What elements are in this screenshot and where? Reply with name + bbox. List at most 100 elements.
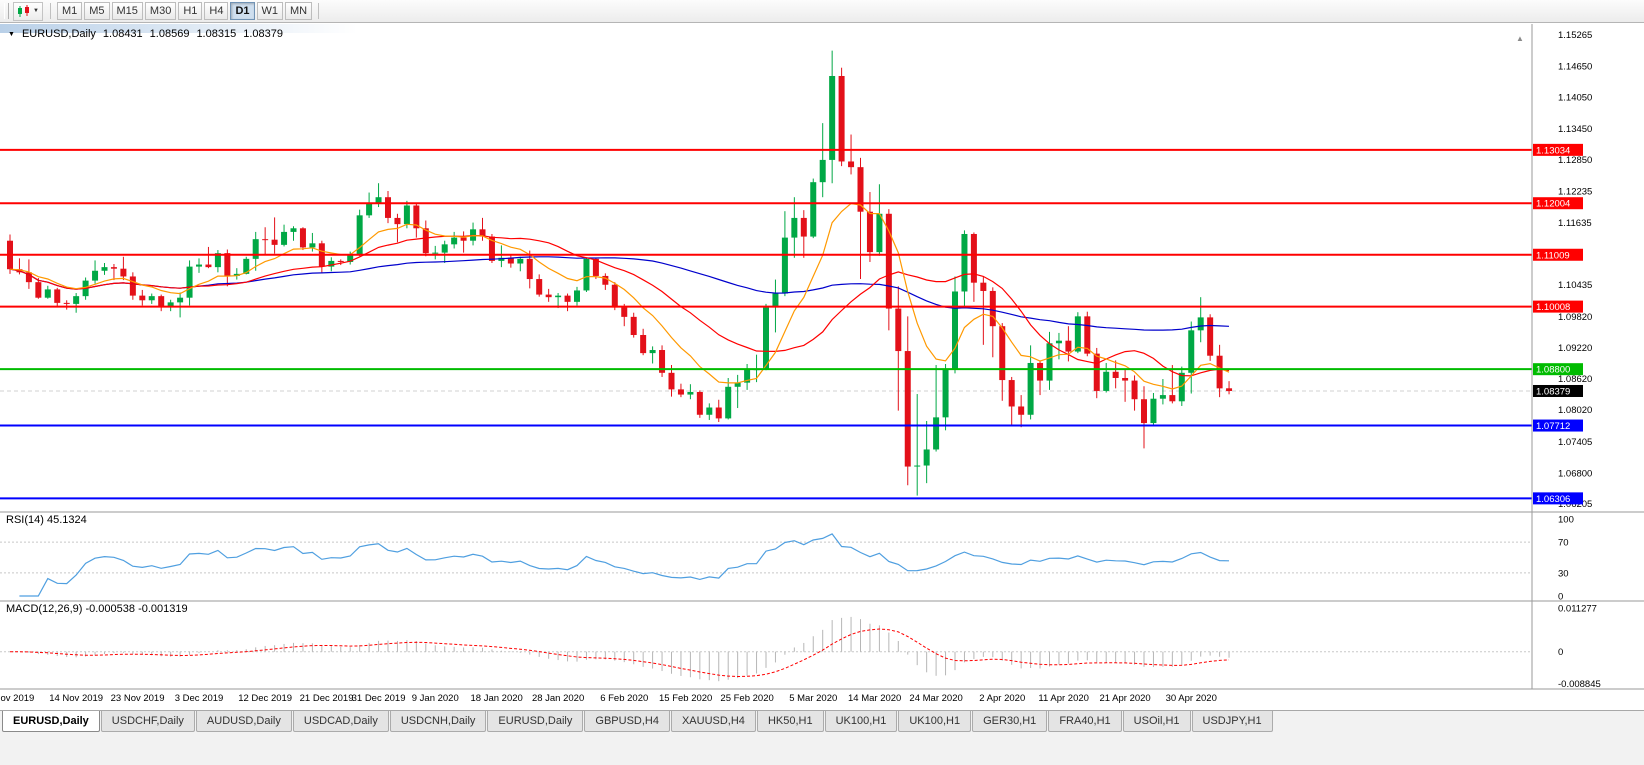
macd-scale[interactable]: 0.011277 0 -0.008845 xyxy=(1558,604,1601,691)
candle-body xyxy=(25,272,32,283)
candle-body xyxy=(1188,330,1195,373)
rsi-scale[interactable]: 100 70 30 0 xyxy=(1558,515,1574,603)
date-axis-label: 28 Jan 2020 xyxy=(532,693,584,704)
chart-window-header-gradient xyxy=(0,24,420,33)
svg-text:1.06306: 1.06306 xyxy=(1536,494,1570,505)
candle-body xyxy=(507,257,514,264)
candle-body xyxy=(970,233,977,283)
candle-body xyxy=(281,231,288,245)
candle-body xyxy=(243,258,250,274)
candle-body xyxy=(829,75,836,160)
candle-body xyxy=(120,268,127,277)
scroll-up-icon[interactable]: ▲ xyxy=(1516,34,1524,43)
price-axis-label: 1.06205 xyxy=(1558,499,1592,510)
chart-tab-14-USDJPY-H1[interactable]: USDJPY,H1 xyxy=(1191,711,1273,732)
candlestick-chart-icon xyxy=(18,4,29,17)
rsi-scale-label: 30 xyxy=(1558,568,1569,579)
chart-tab-2-AUDUSD-Daily[interactable]: AUDUSD,Daily xyxy=(195,711,292,732)
date-axis-label: 24 Mar 2020 xyxy=(909,693,962,704)
candle-body xyxy=(611,284,618,308)
candle-body xyxy=(35,282,42,298)
timeframe-button-M5[interactable]: M5 xyxy=(84,2,110,20)
toolbar-grip[interactable] xyxy=(4,3,9,19)
chart-tab-13-USOil-H1[interactable]: USOil,H1 xyxy=(1122,711,1191,732)
chart-tab-10-UK100-H1[interactable]: UK100,H1 xyxy=(898,711,972,732)
candle-body xyxy=(1093,353,1100,391)
candle-body xyxy=(904,351,911,467)
candle-body xyxy=(706,407,713,415)
date-axis[interactable]: 5 Nov 2019 14 Nov 2019 23 Nov 2019 3 Dec 20… xyxy=(0,693,1217,704)
timeframe-button-MN[interactable]: MN xyxy=(285,2,313,20)
candle-body xyxy=(1074,316,1081,352)
ohlc-open: 1.08431 xyxy=(102,28,143,40)
candle-body xyxy=(1141,399,1147,424)
candle-body xyxy=(857,167,864,212)
candle-body xyxy=(63,302,70,304)
candle-body xyxy=(167,302,174,307)
chart-tab-3-USDCAD-Daily[interactable]: USDCAD,Daily xyxy=(292,711,389,732)
chart-tab-6-GBPUSD-H4[interactable]: GBPUSD,H4 xyxy=(584,711,670,732)
timeframe-button-H4[interactable]: H4 xyxy=(204,2,229,20)
candle-body xyxy=(526,258,533,280)
macd-signal-line xyxy=(9,628,1230,678)
price-axis-label: 1.06800 xyxy=(1558,468,1592,479)
date-axis-label: 5 Mar 2020 xyxy=(789,693,837,704)
candle-body xyxy=(44,289,51,298)
chart-tab-5-EURUSD-Daily[interactable]: EURUSD,Daily xyxy=(487,711,584,732)
window-menu-icon[interactable]: ▼ xyxy=(8,30,15,38)
price-axis[interactable]: 1.15265 1.14650 1.14050 1.13450 1.12850 1.122… xyxy=(1558,30,1592,510)
price-tag-1.11009: 1.11009 xyxy=(1533,248,1583,261)
date-axis-label: 18 Jan 2020 xyxy=(471,693,523,704)
timeframe-button-D1[interactable]: D1 xyxy=(230,2,255,20)
chart-tab-0-EURUSD-Daily[interactable]: EURUSD,Daily xyxy=(2,711,100,732)
candle-body xyxy=(205,264,212,268)
price-tag-1.08379: 1.08379 xyxy=(1533,384,1583,397)
candle-body xyxy=(366,203,373,216)
chart-tab-1-USDCHF-Daily[interactable]: USDCHF,Daily xyxy=(100,711,195,732)
candle-body xyxy=(262,239,269,241)
candle-body xyxy=(923,449,930,466)
candle-body xyxy=(1018,406,1025,415)
candle-body xyxy=(328,260,335,267)
chart-tab-12-FRA40-H1[interactable]: FRA40,H1 xyxy=(1048,711,1122,732)
rsi-scale-label: 100 xyxy=(1558,515,1574,526)
chart-symbol-label: EURUSD,Daily xyxy=(21,28,96,40)
ma-line-fast xyxy=(9,202,1230,390)
chart-type-button[interactable]: ▼ xyxy=(13,1,43,21)
candle-body xyxy=(233,273,240,276)
candle-body xyxy=(668,372,675,390)
candle-body xyxy=(800,217,807,237)
timeframe-button-M1[interactable]: M1 xyxy=(56,2,83,20)
candle-body xyxy=(92,270,99,281)
price-tag-1.12004: 1.12004 xyxy=(1533,197,1583,210)
timeframe-button-H1[interactable]: H1 xyxy=(178,2,203,20)
candle-body xyxy=(772,293,779,308)
chart-tab-4-USDCNH-Daily[interactable]: USDCNH,Daily xyxy=(389,711,487,732)
timeframe-button-M15[interactable]: M15 xyxy=(111,2,143,20)
date-axis-label: 14 Mar 2020 xyxy=(848,693,901,704)
svg-text:1.12004: 1.12004 xyxy=(1536,199,1570,210)
chart-tab-9-UK100-H1[interactable]: UK100,H1 xyxy=(824,711,898,732)
candle-body xyxy=(101,267,108,271)
chart-tab-8-HK50-H1[interactable]: HK50,H1 xyxy=(756,711,824,732)
price-axis-label: 1.14050 xyxy=(1558,93,1592,104)
candle-body xyxy=(621,307,628,317)
candle-body xyxy=(375,197,382,204)
candle-body xyxy=(602,275,609,285)
price-tag-1.06306: 1.06306 xyxy=(1533,492,1583,505)
timeframe-button-M30[interactable]: M30 xyxy=(144,2,177,20)
candle-body xyxy=(592,258,599,276)
candle-body xyxy=(696,391,703,415)
price-axis-label: 1.09220 xyxy=(1558,343,1592,354)
candle-body xyxy=(1169,395,1176,402)
timeframe-button-W1[interactable]: W1 xyxy=(256,2,284,20)
candle-body xyxy=(715,407,722,419)
chart-tab-7-XAUUSD-H4[interactable]: XAUUSD,H4 xyxy=(670,711,756,732)
price-axis-label: 1.10435 xyxy=(1558,280,1592,291)
chart-tab-11-GER30-H1[interactable]: GER30,H1 xyxy=(972,711,1048,732)
candle-body xyxy=(252,239,259,259)
toolbar-separator xyxy=(49,3,51,19)
candle-body xyxy=(952,291,958,369)
